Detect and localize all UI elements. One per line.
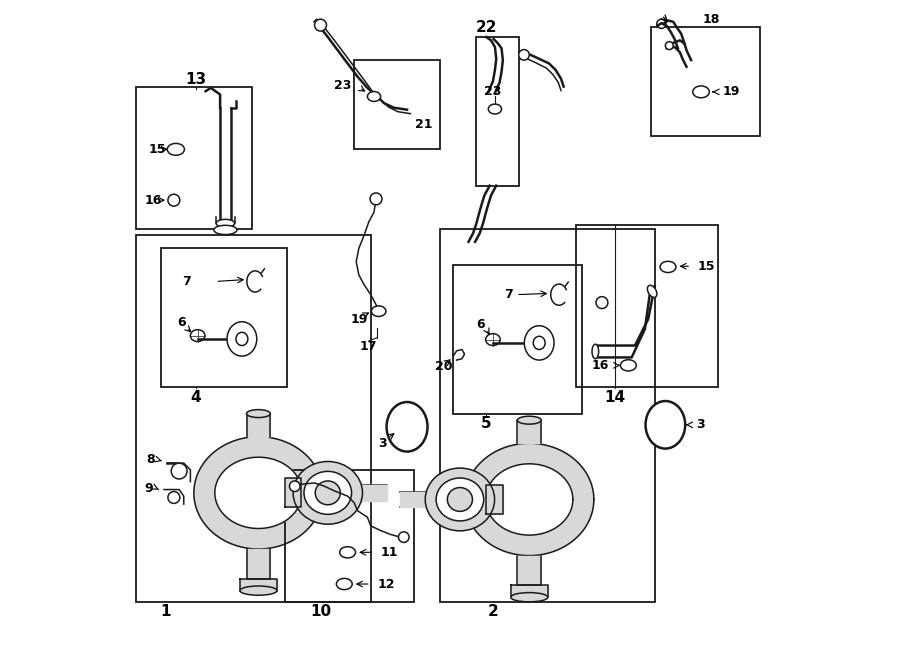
Bar [652, 27, 760, 136]
Polygon shape [247, 549, 270, 579]
Ellipse shape [425, 468, 495, 531]
Text: 15: 15 [148, 143, 166, 156]
Circle shape [171, 463, 187, 479]
Circle shape [657, 19, 666, 28]
Polygon shape [511, 585, 548, 597]
Ellipse shape [660, 261, 676, 273]
Text: 3: 3 [696, 418, 705, 432]
Polygon shape [486, 464, 573, 535]
Ellipse shape [367, 91, 381, 101]
Bar [476, 37, 519, 185]
Ellipse shape [236, 332, 248, 346]
Text: 6: 6 [477, 318, 485, 331]
Circle shape [518, 50, 529, 60]
Polygon shape [518, 420, 541, 444]
Polygon shape [240, 579, 277, 591]
Polygon shape [215, 457, 302, 528]
Bar [136, 235, 371, 602]
Polygon shape [194, 437, 323, 549]
Text: 8: 8 [146, 453, 155, 466]
Text: 9: 9 [144, 482, 153, 495]
Ellipse shape [337, 579, 352, 590]
Text: 21: 21 [415, 118, 432, 131]
Text: 23: 23 [334, 79, 351, 92]
Text: 10: 10 [310, 604, 332, 619]
Polygon shape [361, 485, 387, 500]
Circle shape [596, 297, 608, 308]
Bar [440, 228, 655, 602]
Ellipse shape [592, 344, 598, 359]
Text: 6: 6 [176, 316, 185, 329]
Text: 12: 12 [377, 577, 395, 591]
Circle shape [665, 42, 673, 50]
Circle shape [290, 481, 300, 491]
Ellipse shape [227, 322, 256, 356]
Polygon shape [486, 485, 503, 514]
Ellipse shape [645, 401, 685, 449]
Ellipse shape [387, 402, 428, 451]
Ellipse shape [489, 104, 501, 114]
Text: 19: 19 [722, 85, 740, 99]
Text: 2: 2 [488, 604, 499, 619]
Circle shape [168, 194, 180, 206]
Ellipse shape [339, 547, 356, 558]
Circle shape [315, 19, 327, 31]
Ellipse shape [372, 306, 386, 316]
Text: 23: 23 [484, 85, 501, 99]
Circle shape [399, 532, 409, 542]
Text: 4: 4 [191, 389, 201, 404]
Ellipse shape [315, 481, 340, 504]
Ellipse shape [214, 225, 237, 234]
Text: 11: 11 [381, 545, 398, 559]
Bar [575, 225, 717, 387]
Text: 1: 1 [161, 604, 171, 619]
Circle shape [370, 193, 382, 205]
Ellipse shape [167, 144, 184, 156]
Ellipse shape [240, 586, 277, 595]
Text: 5: 5 [481, 416, 491, 431]
Ellipse shape [533, 336, 545, 350]
Polygon shape [400, 491, 427, 507]
Ellipse shape [191, 330, 205, 342]
Bar [136, 87, 252, 228]
Polygon shape [247, 414, 270, 437]
Text: 7: 7 [504, 288, 513, 301]
Bar [284, 470, 414, 602]
Ellipse shape [525, 326, 554, 360]
Ellipse shape [447, 488, 473, 511]
Bar [161, 248, 287, 387]
Ellipse shape [247, 410, 270, 418]
Ellipse shape [647, 285, 657, 297]
Text: 14: 14 [605, 389, 626, 404]
Text: 15: 15 [698, 260, 716, 273]
Polygon shape [518, 555, 541, 585]
Text: 13: 13 [185, 72, 206, 87]
Ellipse shape [693, 86, 709, 98]
Ellipse shape [293, 461, 363, 524]
Text: 20: 20 [435, 359, 452, 373]
Text: 16: 16 [145, 194, 162, 207]
Circle shape [168, 491, 180, 503]
Text: 19: 19 [351, 312, 368, 326]
Ellipse shape [216, 219, 235, 227]
Polygon shape [464, 444, 594, 555]
Text: 22: 22 [475, 20, 497, 34]
Ellipse shape [436, 478, 483, 521]
Ellipse shape [511, 592, 548, 602]
Ellipse shape [486, 334, 500, 346]
Text: 16: 16 [591, 359, 608, 372]
Polygon shape [284, 479, 302, 507]
Text: 17: 17 [360, 340, 377, 353]
Bar [454, 265, 582, 414]
Bar [355, 60, 440, 150]
Text: 7: 7 [183, 275, 191, 288]
Ellipse shape [304, 471, 352, 514]
Text: 3: 3 [378, 437, 387, 449]
Ellipse shape [518, 416, 541, 424]
Text: 18: 18 [702, 13, 720, 26]
Ellipse shape [620, 359, 636, 371]
